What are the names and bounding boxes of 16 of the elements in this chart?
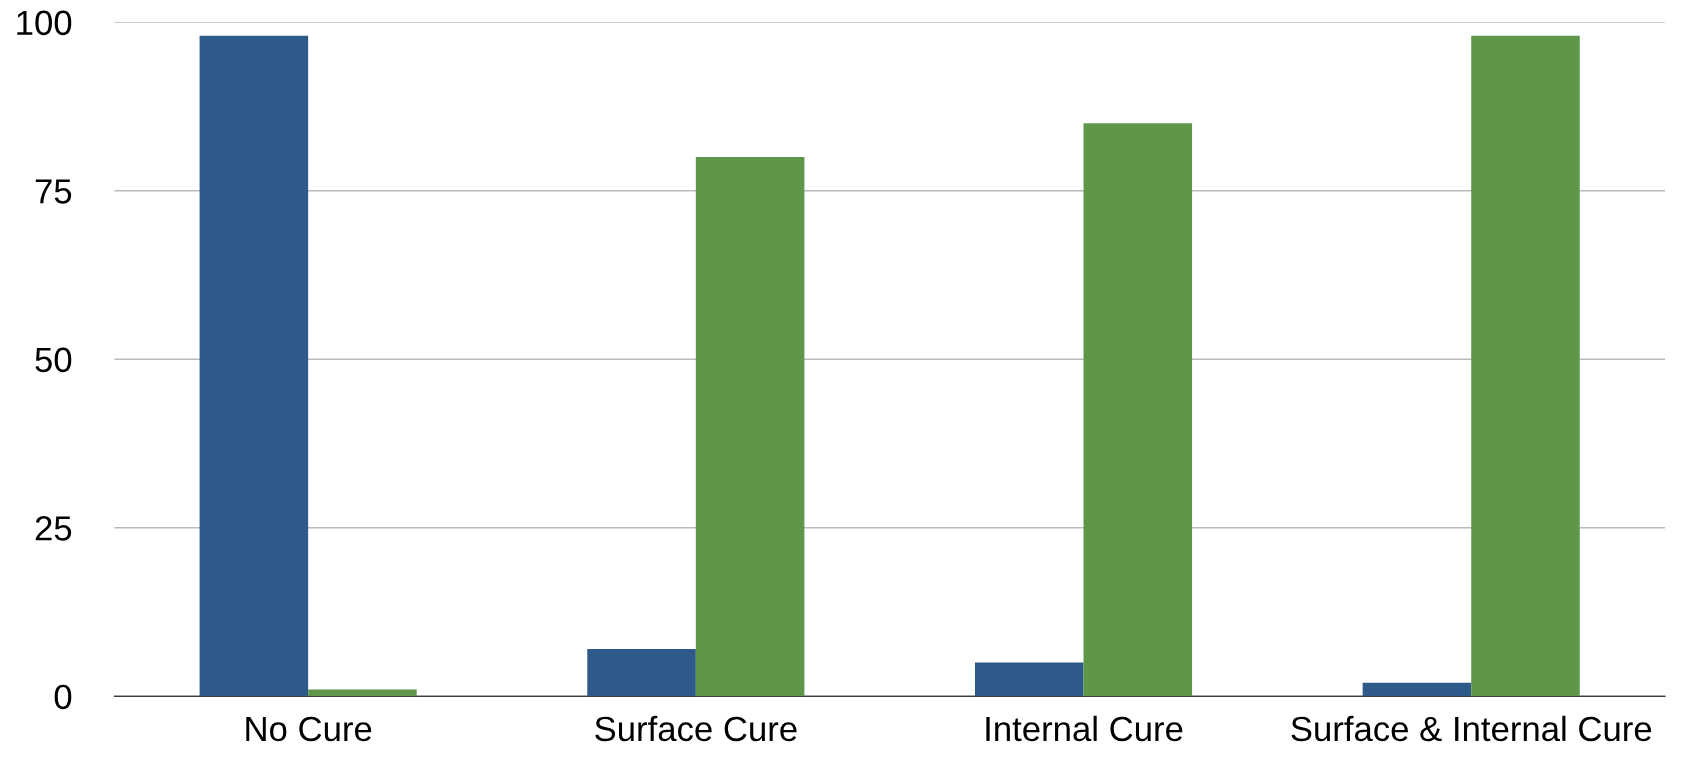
x-tick-label: Surface & Internal Cure — [1291, 715, 1652, 742]
bar — [974, 662, 1084, 697]
bar — [1362, 682, 1472, 697]
bar — [199, 35, 309, 697]
bar — [695, 157, 805, 697]
y-tick-label: 75 — [35, 179, 72, 204]
y-tick-label: 25 — [35, 516, 72, 541]
bar — [1083, 123, 1193, 697]
bar — [1471, 35, 1580, 697]
y-tick-label: 0 — [54, 684, 72, 710]
x-tick-label: Surface Cure — [595, 715, 797, 742]
x-tick-label: No Cure — [246, 716, 372, 742]
bar — [587, 649, 696, 697]
y-tick-label: 100 — [17, 10, 72, 36]
y-tick-label: 50 — [35, 347, 72, 373]
x-tick-label: Internal Cure — [986, 715, 1183, 742]
